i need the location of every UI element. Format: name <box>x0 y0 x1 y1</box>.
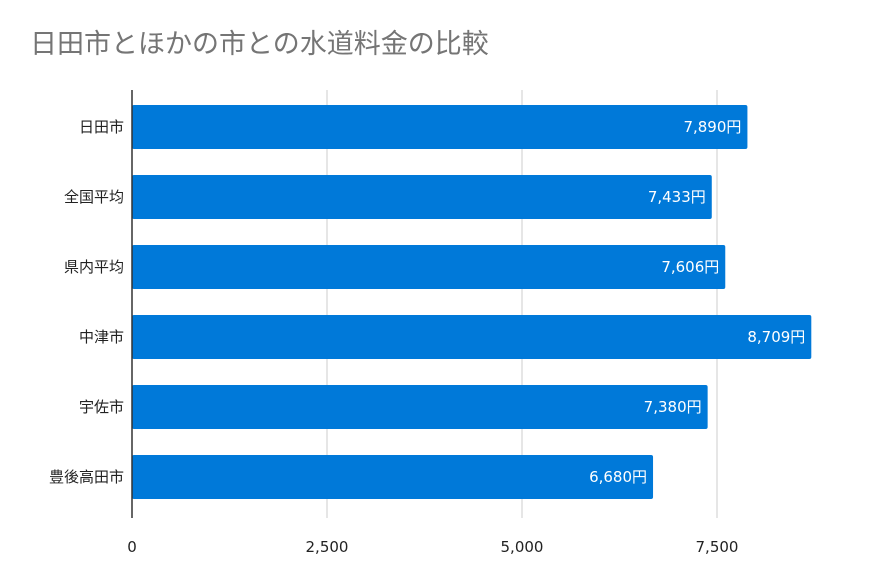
x-tick-label: 5,000 <box>501 538 544 556</box>
category-label: 中津市 <box>79 328 124 346</box>
bars <box>132 105 812 499</box>
chart-title: 日田市とほかの市との水道料金の比較 <box>30 29 489 60</box>
grid-lines <box>326 90 718 518</box>
x-tick-label: 7,500 <box>696 538 739 556</box>
bar <box>132 315 812 359</box>
category-label: 全国平均 <box>64 188 124 206</box>
category-label: 豊後高田市 <box>49 468 124 486</box>
data-label: 7,380円 <box>644 398 702 416</box>
data-label: 7,606円 <box>661 258 719 276</box>
x-tick-label: 0 <box>127 538 137 556</box>
category-label: 県内平均 <box>64 258 124 276</box>
bar <box>132 245 726 289</box>
data-labels: 7,890円 7,433円 7,606円 8,709円 7,380円 6,680円 <box>589 118 805 486</box>
category-label: 日田市 <box>79 118 124 136</box>
x-tick-label: 2,500 <box>306 538 349 556</box>
data-label: 7,433円 <box>648 188 706 206</box>
x-tick-labels: 0 2,500 5,000 7,500 <box>127 538 738 556</box>
category-label: 宇佐市 <box>79 398 124 416</box>
data-label: 7,890円 <box>683 118 741 136</box>
data-label: 8,709円 <box>747 328 805 346</box>
bar <box>132 455 654 499</box>
bar <box>132 105 748 149</box>
bar <box>132 385 708 429</box>
bar <box>132 175 712 219</box>
data-label: 6,680円 <box>589 468 647 486</box>
